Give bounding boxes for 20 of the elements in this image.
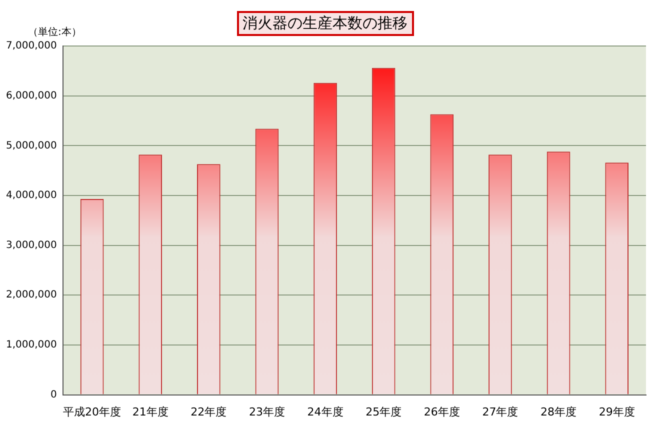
y-tick-label: 2,000,000 (6, 290, 57, 301)
y-tick-label: 7,000,000 (6, 40, 57, 52)
x-tick-label: 平成20年度 (63, 405, 122, 418)
y-tick-label: 5,000,000 (6, 140, 57, 152)
x-tick-label: 28年度 (540, 405, 577, 418)
x-tick-label: 22年度 (190, 405, 227, 418)
chart-title: 消火器の生産本数の推移 (236, 11, 414, 36)
text: （単位:本） (28, 26, 82, 39)
y-tick-label: 6,000,000 (6, 90, 57, 102)
x-tick-label: 24年度 (307, 405, 344, 418)
x-tick-label: 21年度 (132, 405, 168, 418)
x-tick-label: 25年度 (366, 405, 402, 418)
x-tick-label: 26年度 (424, 405, 460, 418)
y-tick-label: 3,000,000 (6, 240, 57, 251)
x-tick-label: 27年度 (482, 405, 518, 418)
x-tick-label: 23年度 (248, 405, 285, 418)
y-tick-label: 1,000,000 (6, 340, 57, 351)
y-tick-label: 0 (50, 389, 57, 400)
x-tick-label: 29年度 (598, 405, 635, 418)
y-tick-label: 4,000,000 (6, 190, 57, 202)
